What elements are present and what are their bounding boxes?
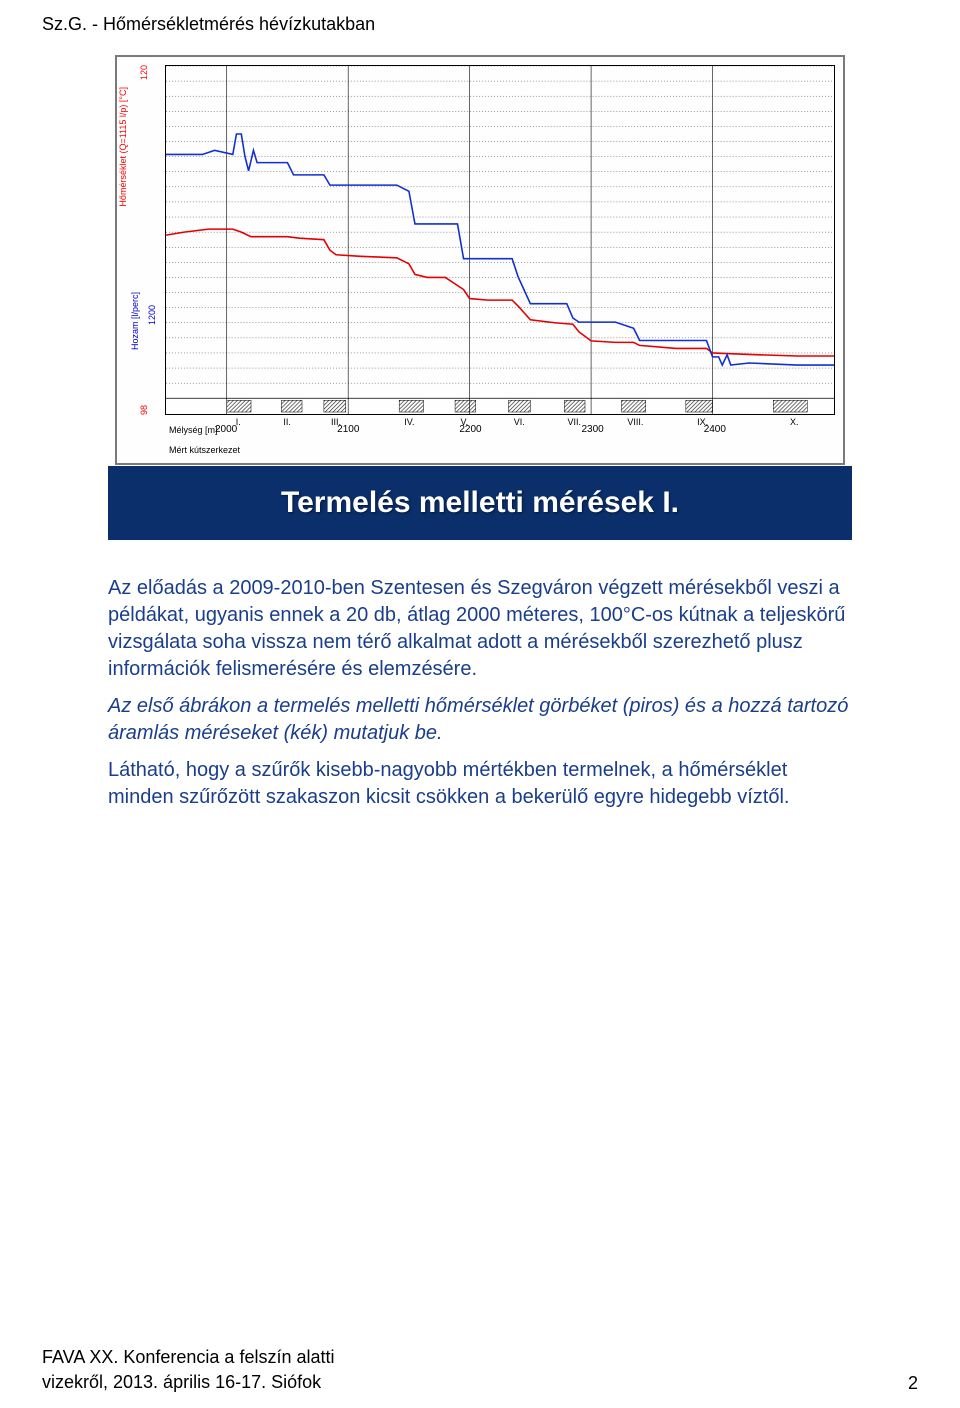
roman-marker: VIII.: [627, 417, 643, 427]
roman-marker: X.: [790, 417, 799, 427]
y-tick-mid: 1200: [147, 305, 157, 325]
header-title: Sz.G. - Hőmérsékletmérés hévízkutakban: [42, 14, 375, 35]
roman-marker: VI.: [514, 417, 525, 427]
roman-marker: V.: [461, 417, 469, 427]
body-para-2: Az első ábrákon a termelés melletti hőmé…: [108, 693, 852, 747]
roman-marker: VII.: [568, 417, 582, 427]
y-axis-temp-title: Hőmérséklet (Q=1115 l/p) [°C]: [119, 87, 128, 207]
x-axis-title: Mélység [m]: [169, 425, 218, 435]
y-tick-top: 120: [139, 65, 149, 80]
chart-svg: [166, 66, 834, 414]
roman-marker: III.: [331, 417, 341, 427]
y-axis-flow-title: Hozam [l/perc]: [131, 292, 140, 350]
page: Sz.G. - Hőmérsékletmérés hévízkutakban H…: [0, 0, 960, 1408]
footer-line-2: vizekről, 2013. április 16-17. Siófok: [42, 1370, 335, 1394]
body-para-1: Az előadás a 2009-2010-ben Szentesen és …: [108, 575, 852, 683]
chart-plot-area: [165, 65, 835, 415]
x-tick-label: 2300: [582, 424, 604, 435]
roman-marker: II.: [283, 417, 291, 427]
y-tick-bottom: 98: [139, 405, 149, 415]
slide-title-bar: Termelés melletti mérések I.: [108, 466, 852, 540]
page-number: 2: [908, 1373, 918, 1394]
roman-marker: IV.: [404, 417, 414, 427]
footer: FAVA XX. Konferencia a felszín alatti vi…: [42, 1345, 335, 1394]
footer-line-1: FAVA XX. Konferencia a felszín alatti: [42, 1345, 335, 1369]
body-text: Az előadás a 2009-2010-ben Szentesen és …: [108, 575, 852, 821]
body-para-3: Látható, hogy a szűrők kisebb-nagyobb mé…: [108, 757, 852, 811]
x-tick-label: 2000: [215, 424, 237, 435]
slide-title-text: Termelés melletti mérések I.: [281, 486, 679, 520]
kutszerkezet-label: Mért kútszerkezet: [169, 445, 240, 455]
roman-marker: IX.: [697, 417, 708, 427]
roman-marker: I.: [236, 417, 241, 427]
chart-container: Hőmérséklet (Q=1115 l/p) [°C] Hozam [l/p…: [115, 55, 845, 465]
